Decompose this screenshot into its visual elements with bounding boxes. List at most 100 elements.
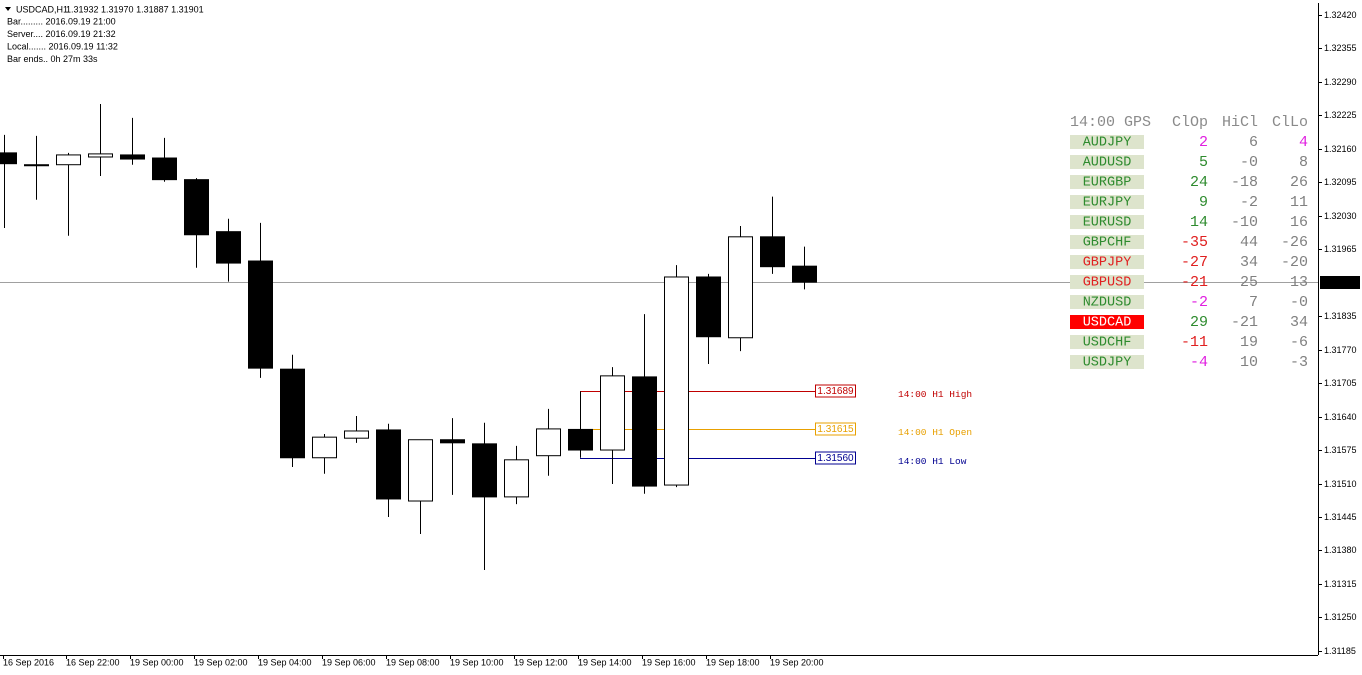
x-tick-label: 19 Sep 08:00	[386, 657, 440, 667]
panel-value: 5	[1199, 154, 1208, 171]
panel-value: -21	[1181, 274, 1208, 291]
y-tick-label: 1.31315	[1324, 579, 1357, 589]
panel-value: 29	[1190, 314, 1208, 331]
panel-header: ClLo	[1272, 114, 1308, 131]
y-tick-label: 1.31250	[1324, 612, 1357, 622]
panel-value: 10	[1240, 354, 1258, 371]
x-tick-label: 19 Sep 12:00	[514, 657, 568, 667]
info-line: Server.... 2016.09.19 21:32	[7, 29, 116, 39]
candle-body	[56, 154, 81, 166]
candle-body	[376, 429, 401, 500]
symbol: GBPCHF	[1083, 236, 1132, 251]
candle-body	[760, 236, 785, 268]
y-tick-label: 1.31770	[1324, 345, 1357, 355]
panel-header: 14:00 GPS	[1070, 114, 1151, 131]
y-tick-label: 1.32160	[1324, 144, 1357, 154]
level-box	[815, 451, 856, 465]
panel-value: 26	[1290, 174, 1308, 191]
candle-body	[472, 443, 497, 498]
x-tick-label: 19 Sep 18:00	[706, 657, 760, 667]
level-price: 1.31560	[817, 453, 854, 464]
level-price: 1.31689	[817, 386, 854, 397]
panel-value: -3	[1290, 354, 1308, 371]
symbol: EURJPY	[1083, 196, 1132, 211]
symbol-box	[1070, 335, 1144, 349]
y-tick-label: 1.31380	[1324, 545, 1357, 555]
candle-body	[152, 157, 177, 181]
candle-body	[248, 260, 273, 369]
panel-value: -18	[1231, 174, 1258, 191]
level-name: 14:00 H1 High	[898, 389, 972, 400]
panel-value: 4	[1299, 134, 1308, 151]
panel-value: -4	[1190, 354, 1208, 371]
symbol-box	[1070, 235, 1144, 249]
y-tick-label: 1.31640	[1324, 412, 1357, 422]
level-name: 14:00 H1 Low	[898, 456, 967, 467]
level-box	[815, 422, 856, 436]
symbol-box	[1070, 355, 1144, 369]
symbol-box	[1070, 315, 1144, 329]
x-tick-label: 19 Sep 06:00	[322, 657, 376, 667]
x-tick-label: 19 Sep 02:00	[194, 657, 248, 667]
info-line: Local....... 2016.09.19 11:32	[7, 41, 118, 51]
panel-value: 13	[1290, 274, 1308, 291]
candle-body	[440, 439, 465, 444]
symbol-box	[1070, 215, 1144, 229]
candle-body	[792, 265, 817, 283]
panel-value: -20	[1281, 254, 1308, 271]
y-tick-label: 1.32225	[1324, 110, 1357, 120]
x-tick-label: 19 Sep 16:00	[642, 657, 696, 667]
quote: 1.31932 1.31970 1.31887 1.31901	[66, 4, 204, 14]
panel-value: 8	[1299, 154, 1308, 171]
x-tick-label: 19 Sep 20:00	[770, 657, 824, 667]
candle-body	[120, 154, 145, 160]
symbol: AUDJPY	[1083, 136, 1132, 151]
panel-value: 44	[1240, 234, 1258, 251]
symbol: GBPJPY	[1083, 256, 1132, 271]
symbol-box	[1070, 295, 1144, 309]
y-tick-label: 1.31835	[1324, 311, 1357, 321]
panel-value: -21	[1231, 314, 1258, 331]
symbol: AUDUSD	[1083, 156, 1132, 171]
x-tick-label: 19 Sep 00:00	[130, 657, 184, 667]
y-tick-label: 1.32420	[1324, 10, 1357, 20]
panel-value: -11	[1181, 334, 1208, 351]
y-tick-label: 1.31705	[1324, 378, 1357, 388]
panel-value: 9	[1199, 194, 1208, 211]
panel-value: 25	[1240, 274, 1258, 291]
y-tick-label: 1.32355	[1324, 43, 1357, 53]
panel-value: 24	[1190, 174, 1208, 191]
y-tick-label: 1.32290	[1324, 77, 1357, 87]
panel-value: -26	[1281, 234, 1308, 251]
panel-value: -0	[1290, 294, 1308, 311]
x-tick-label: 16 Sep 22:00	[66, 657, 120, 667]
candle-body	[408, 439, 433, 502]
panel-value: 6	[1249, 134, 1258, 151]
panel-value: -0	[1240, 154, 1258, 171]
y-tick-label: 1.31510	[1324, 479, 1357, 489]
symbol: USDJPY	[1083, 356, 1132, 371]
candle-body	[568, 428, 593, 451]
symbol: USDCAD,H1	[16, 4, 68, 14]
panel-value: -35	[1181, 234, 1208, 251]
panel-value: 34	[1290, 314, 1308, 331]
symbol-box	[1070, 255, 1144, 269]
panel-value: -2	[1190, 294, 1208, 311]
symbol: USDCAD	[1083, 316, 1132, 331]
candle-body	[0, 152, 17, 165]
level-price: 1.31615	[817, 424, 854, 435]
panel-value: 16	[1290, 214, 1308, 231]
candle-body	[312, 436, 337, 459]
info-line: Bar......... 2016.09.19 21:00	[7, 16, 116, 26]
x-tick-label: 19 Sep 10:00	[450, 657, 504, 667]
symbol: USDCHF	[1083, 336, 1132, 351]
candle-body	[216, 231, 241, 264]
menu-arrow[interactable]	[5, 7, 11, 11]
symbol-box	[1070, 175, 1144, 189]
panel-value: 19	[1240, 334, 1258, 351]
panel-value: -10	[1231, 214, 1258, 231]
candle-body	[24, 164, 49, 167]
x-tick-label: 19 Sep 14:00	[578, 657, 632, 667]
candle-body	[664, 276, 689, 486]
